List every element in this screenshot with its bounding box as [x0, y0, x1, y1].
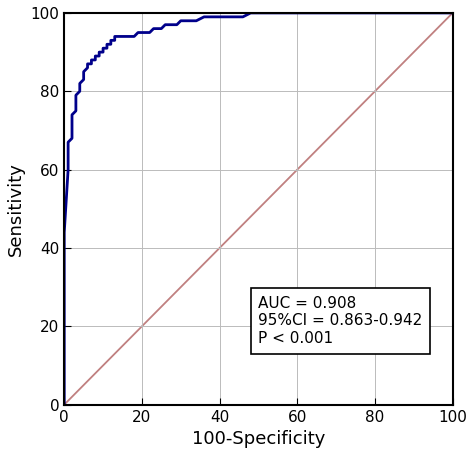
X-axis label: 100-Specificity: 100-Specificity	[192, 430, 325, 448]
Y-axis label: Sensitivity: Sensitivity	[7, 162, 25, 256]
Text: AUC = 0.908
95%CI = 0.863-0.942
P < 0.001: AUC = 0.908 95%CI = 0.863-0.942 P < 0.00…	[258, 296, 423, 346]
